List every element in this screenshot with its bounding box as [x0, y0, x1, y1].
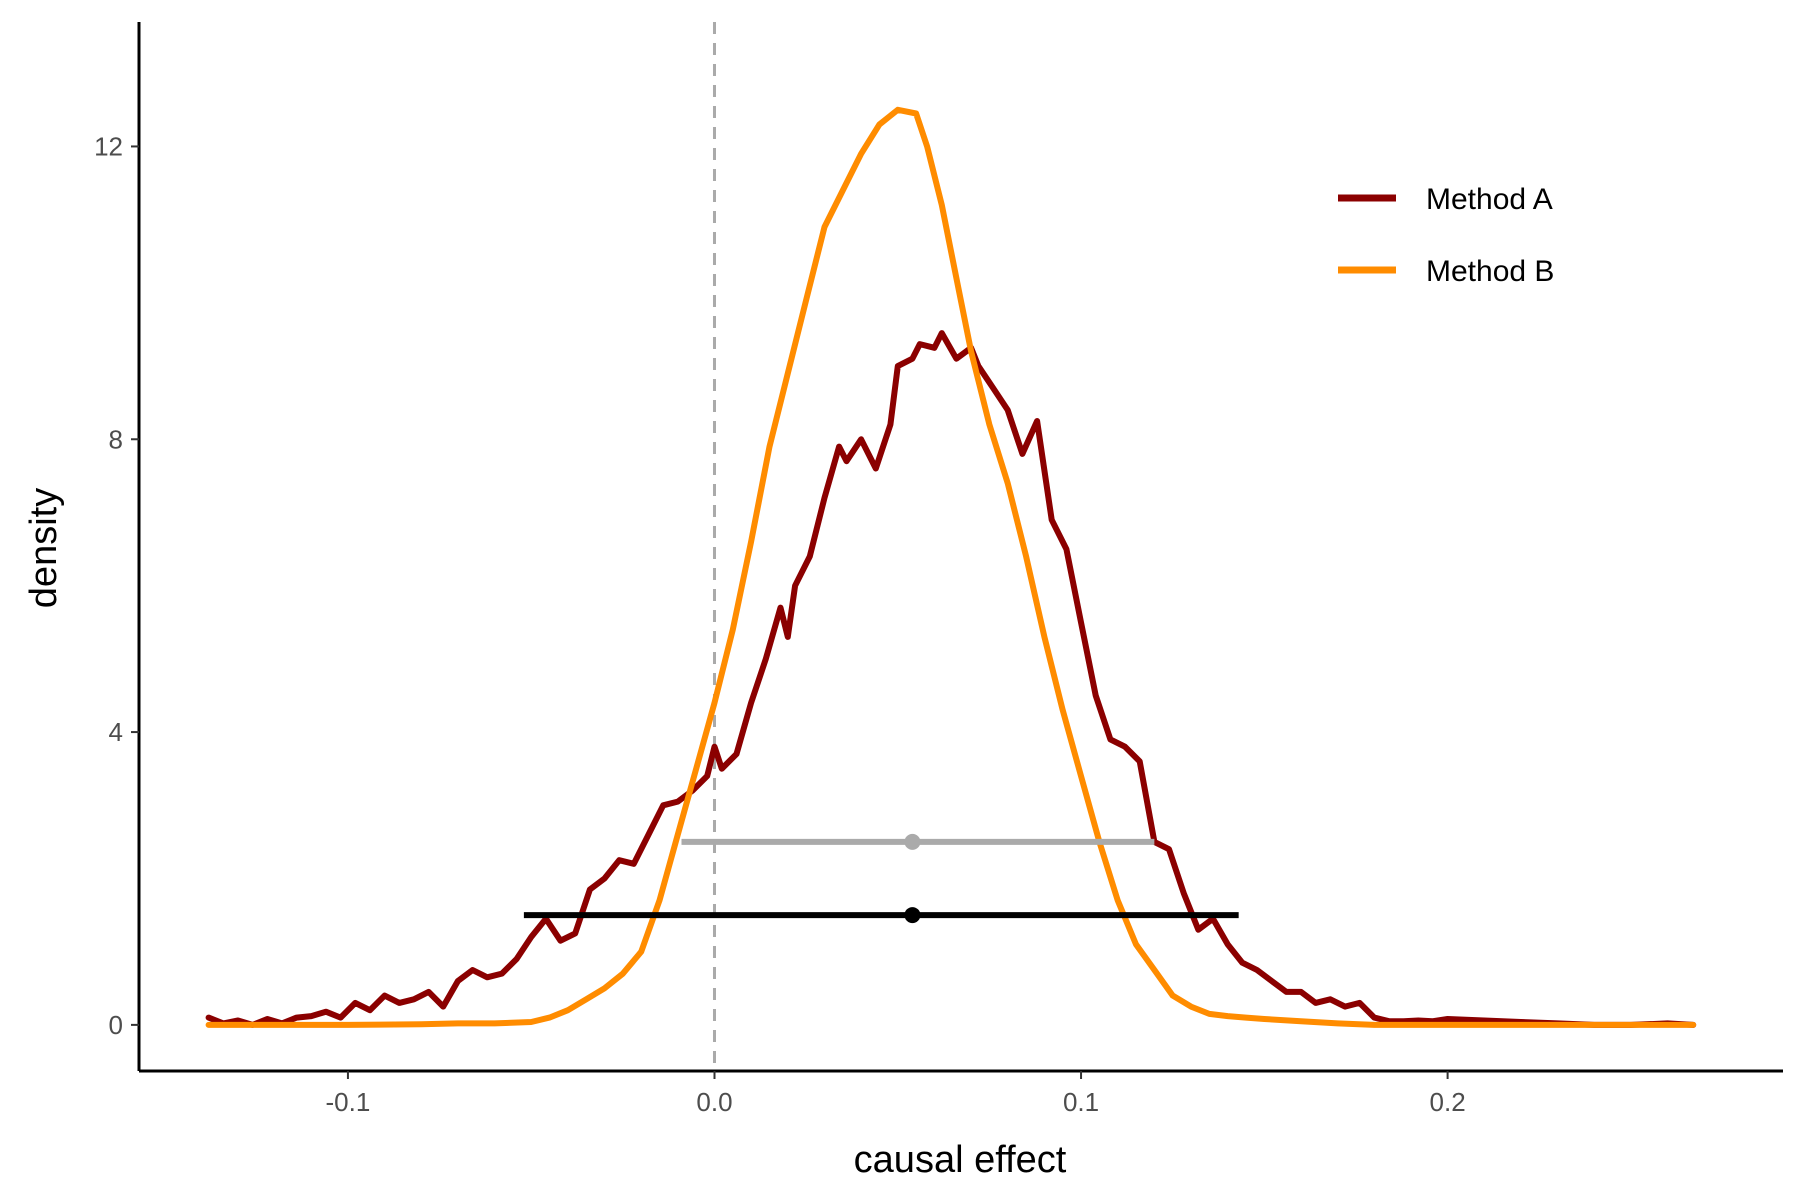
x-tick-label: 0.0 — [696, 1087, 732, 1117]
interval-point-1 — [904, 833, 921, 850]
y-tick-label: 0 — [109, 1010, 123, 1040]
axes — [137, 22, 1783, 1073]
legend-label-method-a: Method A — [1426, 183, 1553, 216]
ticks: -0.1 0.0 0.1 0.2 0 4 8 12 — [94, 131, 1466, 1117]
y-tick-label: 4 — [109, 717, 123, 747]
x-tick-label: 0.1 — [1063, 1087, 1099, 1117]
x-axis-title: causal effect — [854, 1139, 1067, 1181]
plot-area — [205, 22, 1697, 1071]
y-tick-label: 12 — [94, 131, 123, 161]
legend: Method A Method B — [1338, 183, 1554, 288]
y-axis-title: density — [23, 488, 65, 608]
legend-label-method-b: Method B — [1426, 255, 1554, 288]
series-line-method-a — [205, 330, 1697, 1028]
x-tick-label: 0.2 — [1430, 1087, 1466, 1117]
y-tick-label: 8 — [109, 424, 123, 454]
series-line-method-b — [205, 106, 1697, 1028]
x-tick-label: -0.1 — [326, 1087, 371, 1117]
interval-point-2 — [904, 907, 921, 924]
